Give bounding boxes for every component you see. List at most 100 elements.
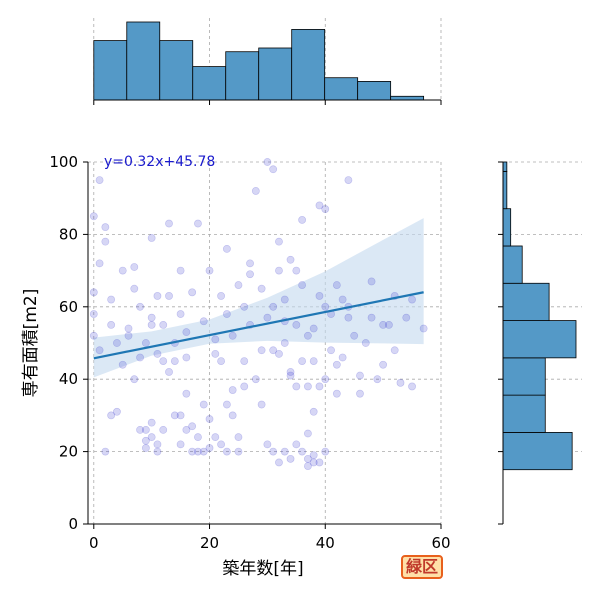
data-point bbox=[304, 454, 312, 463]
right-hist-bar bbox=[502, 320, 577, 359]
data-point bbox=[240, 382, 249, 391]
data-point bbox=[275, 237, 283, 246]
data-point bbox=[356, 371, 364, 380]
data-point bbox=[205, 444, 214, 452]
data-point bbox=[136, 302, 144, 311]
data-point bbox=[153, 349, 162, 358]
data-point bbox=[222, 400, 231, 409]
data-point bbox=[222, 310, 231, 318]
data-point bbox=[188, 422, 197, 431]
data-point bbox=[217, 357, 225, 365]
data-point bbox=[390, 346, 399, 355]
data-point bbox=[280, 339, 289, 347]
data-point bbox=[263, 440, 272, 449]
data-point bbox=[234, 433, 243, 442]
y-tick-label: 20 bbox=[59, 443, 78, 461]
data-point bbox=[199, 317, 208, 326]
data-point bbox=[367, 277, 376, 286]
data-point bbox=[182, 425, 191, 434]
data-point bbox=[292, 440, 301, 449]
data-point bbox=[205, 415, 214, 423]
data-point bbox=[292, 320, 301, 329]
data-point bbox=[275, 266, 283, 275]
top-hist-bar bbox=[390, 95, 425, 101]
data-point bbox=[176, 411, 185, 420]
data-point bbox=[136, 425, 144, 434]
data-point bbox=[159, 320, 168, 329]
data-point bbox=[304, 462, 312, 470]
data-point bbox=[304, 429, 312, 438]
data-point bbox=[153, 447, 162, 456]
x-tick-label: 0 bbox=[89, 534, 99, 552]
right-marginal-histogram bbox=[498, 161, 582, 525]
x-axis-label: 築年数[年] bbox=[222, 559, 303, 579]
data-point bbox=[182, 353, 191, 362]
data-point bbox=[124, 324, 133, 333]
data-point bbox=[147, 433, 156, 442]
y-tick-label: 40 bbox=[59, 370, 78, 388]
data-point bbox=[304, 331, 312, 340]
data-point bbox=[309, 357, 318, 365]
data-point bbox=[298, 281, 307, 289]
data-point bbox=[165, 368, 173, 376]
data-point bbox=[321, 447, 330, 456]
data-point bbox=[170, 357, 179, 365]
data-point bbox=[309, 324, 318, 333]
right-hist-bar bbox=[502, 394, 546, 433]
data-point bbox=[332, 281, 341, 289]
data-point bbox=[251, 187, 260, 195]
right-hist-bar bbox=[502, 282, 550, 321]
data-point bbox=[165, 219, 173, 228]
regression-line bbox=[93, 291, 424, 360]
main-axes: 0 20 40 60 0 20 40 60 80 100 bbox=[49, 153, 450, 552]
data-point bbox=[136, 353, 144, 362]
data-point bbox=[402, 313, 411, 322]
data-point bbox=[205, 266, 214, 275]
data-point bbox=[188, 447, 197, 456]
right-hist-bar bbox=[502, 432, 573, 471]
data-point bbox=[309, 407, 318, 416]
data-point bbox=[286, 454, 295, 463]
right-hist-bar bbox=[502, 208, 512, 247]
data-point bbox=[315, 201, 324, 210]
data-point bbox=[95, 259, 104, 268]
data-point bbox=[315, 292, 324, 300]
data-point bbox=[141, 436, 150, 445]
data-point bbox=[211, 335, 220, 344]
data-point bbox=[280, 447, 289, 456]
data-point bbox=[153, 440, 162, 449]
data-point bbox=[141, 339, 150, 347]
top-hist-bar bbox=[126, 21, 161, 101]
data-point bbox=[309, 458, 318, 467]
top-hist-bar bbox=[225, 51, 260, 101]
data-point bbox=[298, 357, 307, 365]
confidence-band-layer bbox=[93, 218, 424, 378]
data-point bbox=[147, 320, 156, 329]
data-point bbox=[95, 176, 104, 184]
data-point bbox=[419, 324, 428, 333]
data-point bbox=[194, 219, 202, 228]
data-point bbox=[124, 331, 133, 340]
data-point bbox=[298, 447, 307, 456]
data-point bbox=[367, 313, 376, 322]
data-point bbox=[153, 292, 162, 300]
x-tick-label: 60 bbox=[431, 534, 450, 552]
data-point bbox=[130, 263, 139, 271]
data-point bbox=[211, 433, 220, 442]
top-hist-bar bbox=[357, 81, 392, 101]
data-point bbox=[159, 357, 168, 365]
data-point bbox=[107, 295, 116, 304]
data-point bbox=[228, 411, 237, 420]
regression-layer bbox=[93, 291, 424, 360]
data-point bbox=[396, 378, 405, 387]
data-point bbox=[228, 386, 237, 394]
data-point bbox=[361, 339, 370, 347]
data-point bbox=[199, 447, 208, 456]
data-point bbox=[234, 281, 243, 289]
data-point bbox=[165, 292, 173, 300]
top-hist-bar bbox=[258, 47, 293, 101]
data-point bbox=[344, 176, 353, 184]
data-point bbox=[89, 288, 98, 297]
data-point bbox=[263, 313, 272, 322]
data-point bbox=[269, 302, 278, 311]
